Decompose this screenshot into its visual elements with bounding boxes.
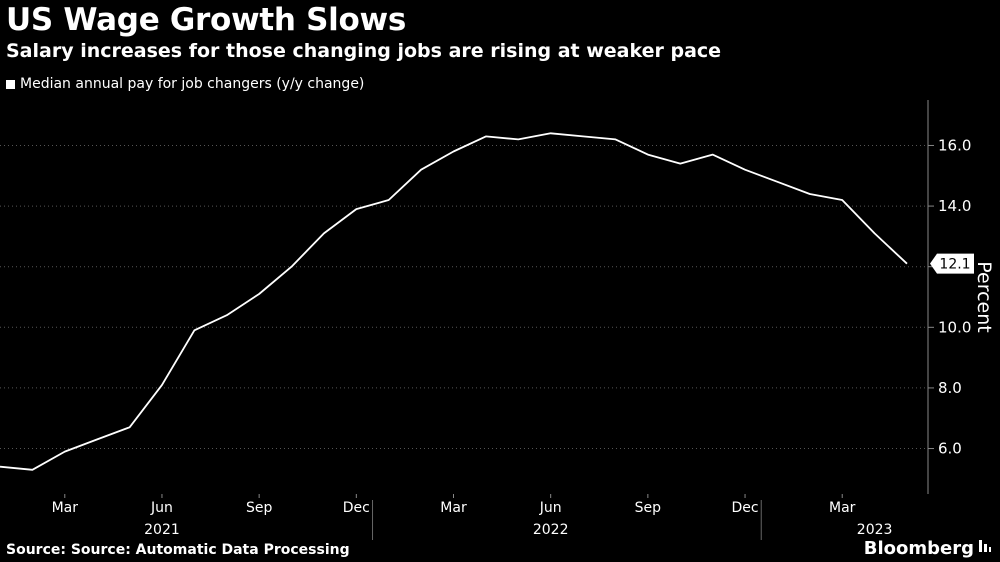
series-line <box>0 132 908 471</box>
y-tick-label: 10.0 <box>938 318 971 336</box>
chart-subtitle: Salary increases for those changing jobs… <box>6 40 722 62</box>
x-tick-label: Mar <box>440 500 467 516</box>
legend-label: Median annual pay for job changers (y/y … <box>20 76 365 92</box>
legend-swatch <box>6 79 15 89</box>
source-note: Source: Source: Automatic Data Processin… <box>6 542 350 558</box>
y-tick-label: 8.0 <box>938 379 962 397</box>
y-axis-title: Percent <box>973 261 995 333</box>
x-tick-label: Dec <box>343 500 370 516</box>
last-value-callout <box>930 253 974 274</box>
x-tick-label: Sep <box>246 500 273 516</box>
x-year-label: 2021 <box>144 522 180 538</box>
y-tick-label: 6.0 <box>938 440 962 458</box>
bloomberg-chart-icon <box>978 538 992 559</box>
brand-name: Bloomberg <box>863 538 974 559</box>
x-tick-label: Mar <box>829 500 856 516</box>
x-year-label: 2023 <box>857 522 893 538</box>
x-year-label: 2022 <box>533 522 569 538</box>
x-tick-label: Jun <box>150 500 173 516</box>
y-tick-label: 14.0 <box>938 197 971 215</box>
last-value-label: 12.1 <box>939 257 970 273</box>
brand-logo: Bloomberg <box>864 538 992 559</box>
x-tick-label: Dec <box>731 500 758 516</box>
x-tick-label: Sep <box>635 500 662 516</box>
chart-title: US Wage Growth Slows <box>6 2 406 38</box>
y-tick-label: 16.0 <box>938 136 971 154</box>
legend: Median annual pay for job changers (y/y … <box>6 76 364 92</box>
x-tick-label: Jun <box>539 500 562 516</box>
x-tick-label: Mar <box>52 500 79 516</box>
